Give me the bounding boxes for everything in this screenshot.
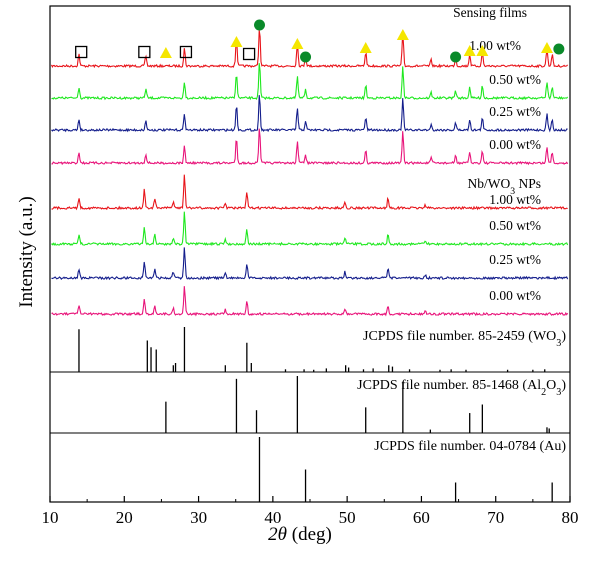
triangle-marker [359, 42, 372, 53]
x-axis-label-symbol: 2θ [268, 524, 287, 545]
pattern-trace-nps-3 [51, 286, 569, 317]
y-axis-title: Intensity (a.u.) [16, 196, 37, 307]
y-axis-label: Intensity (a.u.) [16, 196, 37, 307]
square-marker [242, 47, 256, 61]
series-label: 0.25 wt% [489, 252, 541, 267]
plot-area: Sensing films 1.00 wt% 0.50 wt% 0.25 wt% 0.0… [42, 5, 579, 527]
series-label: 0.50 wt% [489, 218, 541, 233]
series-label: 0.00 wt% [489, 288, 541, 303]
pattern-trace-nps-1 [51, 211, 569, 247]
reference-label: JCPDS file number. 04-0784 (Au) [374, 439, 566, 454]
x-tick-label: 10 [42, 508, 59, 527]
x-tick-label: 70 [487, 508, 504, 527]
triangle-marker [396, 29, 409, 40]
series-label: 1.00 wt% [489, 192, 541, 207]
triangle-marker [291, 38, 304, 49]
x-axis-label: 2θ (deg) [268, 524, 332, 545]
triangle-marker [476, 45, 489, 56]
pattern-trace-sensing-1 [51, 63, 569, 101]
x-tick-label: 60 [413, 508, 430, 527]
circle-marker [450, 51, 462, 63]
reference-label: JCPDS file number. 85-1468 (Al2O3) [357, 378, 566, 398]
triangle-marker [463, 45, 476, 56]
reference-label: JCPDS file number. 85-2459 (WO3) [363, 329, 566, 349]
circle-marker [300, 51, 312, 63]
x-tick-label: 40 [264, 508, 281, 527]
group-label-nps: Nb/WO3 NPs [468, 176, 542, 197]
triangle-marker [540, 42, 553, 53]
triangle-marker [230, 36, 243, 47]
x-axis-label-unit: (deg) [287, 524, 332, 545]
series-label: 0.00 wt% [489, 137, 541, 152]
x-tick-label: 50 [339, 508, 356, 527]
x-tick-label: 20 [116, 508, 133, 527]
series-label: 0.50 wt% [489, 72, 541, 87]
pattern-trace-nps-0 [51, 174, 568, 211]
x-tick-label: 30 [190, 508, 207, 527]
x-tick-label: 80 [562, 508, 579, 527]
circle-marker [253, 19, 265, 31]
pattern-trace-sensing-0 [50, 30, 569, 69]
circle-marker [553, 43, 565, 55]
triangle-marker [159, 47, 172, 58]
series-label: 1.00 wt% [469, 38, 521, 53]
square-marker [138, 45, 151, 59]
series-label: 0.25 wt% [489, 104, 541, 119]
pattern-trace-nps-2 [51, 247, 569, 281]
group-label-sensing: Sensing films [453, 5, 527, 20]
pattern-trace-sensing-3 [51, 128, 569, 166]
pattern-trace-sensing-2 [51, 95, 568, 133]
square-marker [75, 45, 88, 59]
square-marker [179, 45, 193, 59]
